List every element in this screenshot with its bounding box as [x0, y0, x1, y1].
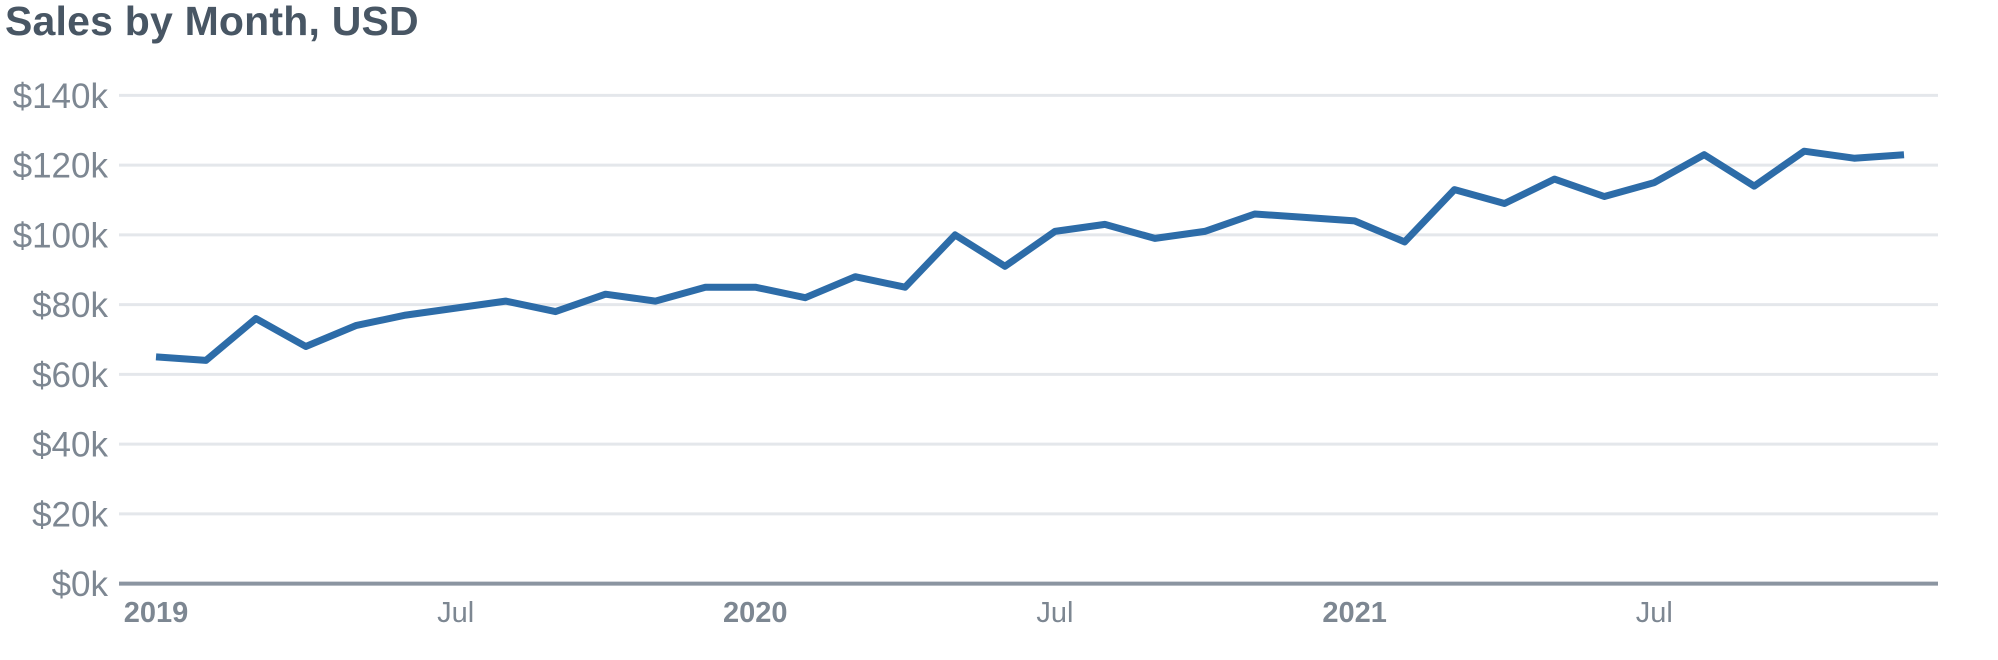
y-tick-label: $80k	[32, 286, 108, 325]
x-tick-label: Jul	[1036, 597, 1073, 629]
x-axis-labels-group: 2019 Jul 2020 Jul 2021 Jul	[124, 597, 1673, 629]
gridlines-group	[119, 93, 1938, 586]
x-tick-label: Jul	[1636, 597, 1673, 629]
x-tick-label: 2021	[1322, 597, 1387, 629]
x-tick-label: Jul	[437, 597, 474, 629]
y-tick-label: $0k	[52, 565, 109, 604]
y-tick-label: $140k	[13, 77, 109, 116]
y-axis-labels-group: $140k $120k $100k $80k $60k $40k $20k $0k	[13, 77, 109, 604]
y-tick-label: $100k	[13, 216, 109, 255]
y-tick-label: $60k	[32, 356, 108, 395]
chart-title: Sales by Month, USD	[5, 0, 419, 44]
x-tick-label: 2019	[124, 597, 189, 629]
y-tick-label: $20k	[32, 495, 108, 534]
y-tick-label: $120k	[13, 147, 109, 186]
x-tick-label: 2020	[723, 597, 788, 629]
y-tick-label: $40k	[32, 426, 108, 465]
series-group	[155, 147, 1905, 364]
sales-line	[155, 147, 1905, 364]
